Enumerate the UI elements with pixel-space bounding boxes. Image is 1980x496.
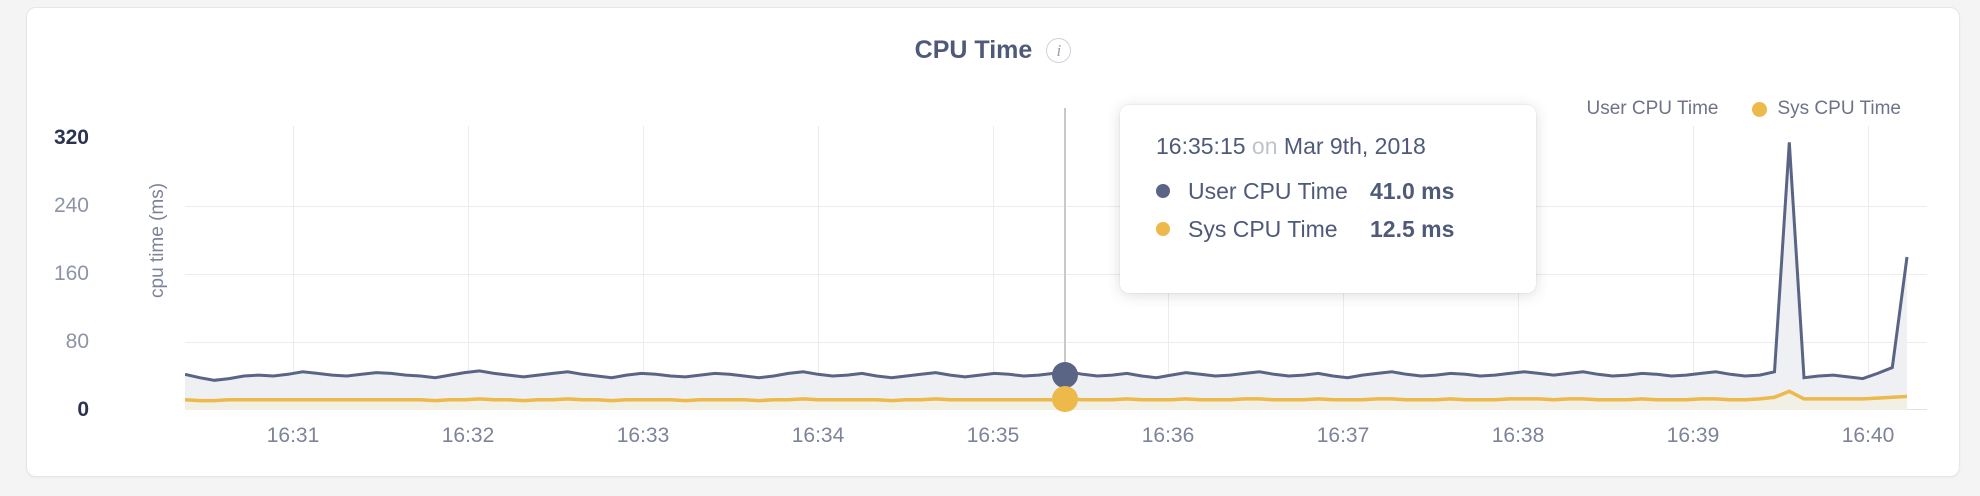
- x-axis-tick-16-38: 16:38: [1491, 424, 1545, 447]
- legend-item-sys-cpu-time[interactable]: Sys CPU Time: [1752, 98, 1901, 120]
- hover-tooltip: 16:35:15 on Mar 9th, 2018 User CPU Time …: [1120, 105, 1536, 293]
- x-axis-tick-16-33: 16:33: [616, 424, 670, 447]
- x-axis-tick-16-37: 16:37: [1316, 424, 1370, 447]
- legend-item-user-cpu-time[interactable]: User CPU Time: [1562, 98, 1719, 120]
- tooltip-timestamp: 16:35:15 on Mar 9th, 2018: [1120, 133, 1536, 160]
- sys-cpu-line: [185, 389, 1908, 403]
- tooltip-label-sys-cpu-time: Sys CPU Time: [1188, 215, 1338, 242]
- legend-dot-sys-cpu-time: [1752, 101, 1768, 117]
- info-icon[interactable]: i: [1046, 38, 1072, 63]
- x-axis-tick-16-32: 16:32: [441, 424, 495, 447]
- legend-label-user-cpu-time: User CPU Time: [1586, 98, 1719, 119]
- series-svg: [185, 142, 1909, 410]
- vertical-gridline-16-32: [468, 126, 469, 410]
- page-title: CPU Time: [914, 36, 1033, 64]
- tooltip-time: 16:35:15: [1156, 133, 1246, 159]
- gridline-240: [185, 206, 1927, 207]
- tooltip-on-word: on: [1251, 133, 1278, 159]
- y-axis-tick-80: 80: [65, 330, 89, 353]
- tooltip-label-user-cpu-time: User CPU Time: [1188, 177, 1348, 204]
- x-axis-tick-16-40: 16:40: [1841, 424, 1895, 447]
- x-axis-tick-16-31: 16:31: [266, 424, 320, 447]
- legend-label-sys-cpu-time: Sys CPU Time: [1777, 98, 1901, 119]
- user-cpu-area: [185, 142, 1907, 410]
- gridline-160: [185, 274, 1927, 275]
- vertical-gridline-16-33: [643, 126, 644, 410]
- tooltip-dot-user-cpu-time: [1156, 184, 1170, 198]
- user-cpu-line: [185, 142, 1909, 382]
- tooltip-row-user-cpu-time: User CPU Time 41.0 ms: [1120, 172, 1536, 210]
- chart-legend: User CPU Time Sys CPU Time: [1562, 98, 1902, 120]
- y-axis-tick-240: 240: [53, 194, 89, 217]
- y-axis-label: cpu time (ms): [147, 182, 168, 298]
- x-axis-tick-16-35: 16:35: [966, 424, 1020, 447]
- tooltip-date: Mar 9th, 2018: [1283, 133, 1426, 159]
- cursor-dot-user-cpu-time: [1052, 362, 1078, 389]
- vertical-gridline-16-31: [293, 126, 294, 410]
- x-axis-tick-16-39: 16:39: [1666, 424, 1720, 447]
- y-axis-tick-320: 320: [53, 126, 89, 149]
- tooltip-value-user-cpu-time: 41.0 ms: [1370, 177, 1455, 204]
- tooltip-row-sys-cpu-time: Sys CPU Time 12.5 ms: [1120, 210, 1536, 248]
- tooltip-value-sys-cpu-time: 12.5 ms: [1370, 215, 1455, 242]
- chart-card: CPU Time i User CPU Time Sys CPU Time cp…: [26, 7, 1960, 477]
- x-axis-tick-16-34: 16:34: [791, 424, 845, 447]
- vertical-gridline-16-39: [1693, 126, 1694, 410]
- vertical-gridline-16-40: [1868, 126, 1869, 410]
- gridline-80: [185, 342, 1927, 343]
- vertical-gridline-16-34: [818, 126, 819, 410]
- vertical-gridline-16-35: [993, 126, 994, 410]
- chart-header: CPU Time i: [27, 36, 1959, 65]
- plot-area[interactable]: cpu time (ms) 0 80 160 240 320 16:31 16:32 16:…: [54, 108, 1927, 447]
- y-axis-tick-160: 160: [53, 262, 89, 285]
- y-axis-tick-0: 0: [77, 398, 89, 421]
- x-axis-tick-16-36: 16:36: [1141, 424, 1195, 447]
- hover-cursor-line: [1064, 108, 1066, 410]
- tooltip-dot-sys-cpu-time: [1156, 222, 1170, 236]
- cursor-dot-sys-cpu-time: [1052, 386, 1078, 413]
